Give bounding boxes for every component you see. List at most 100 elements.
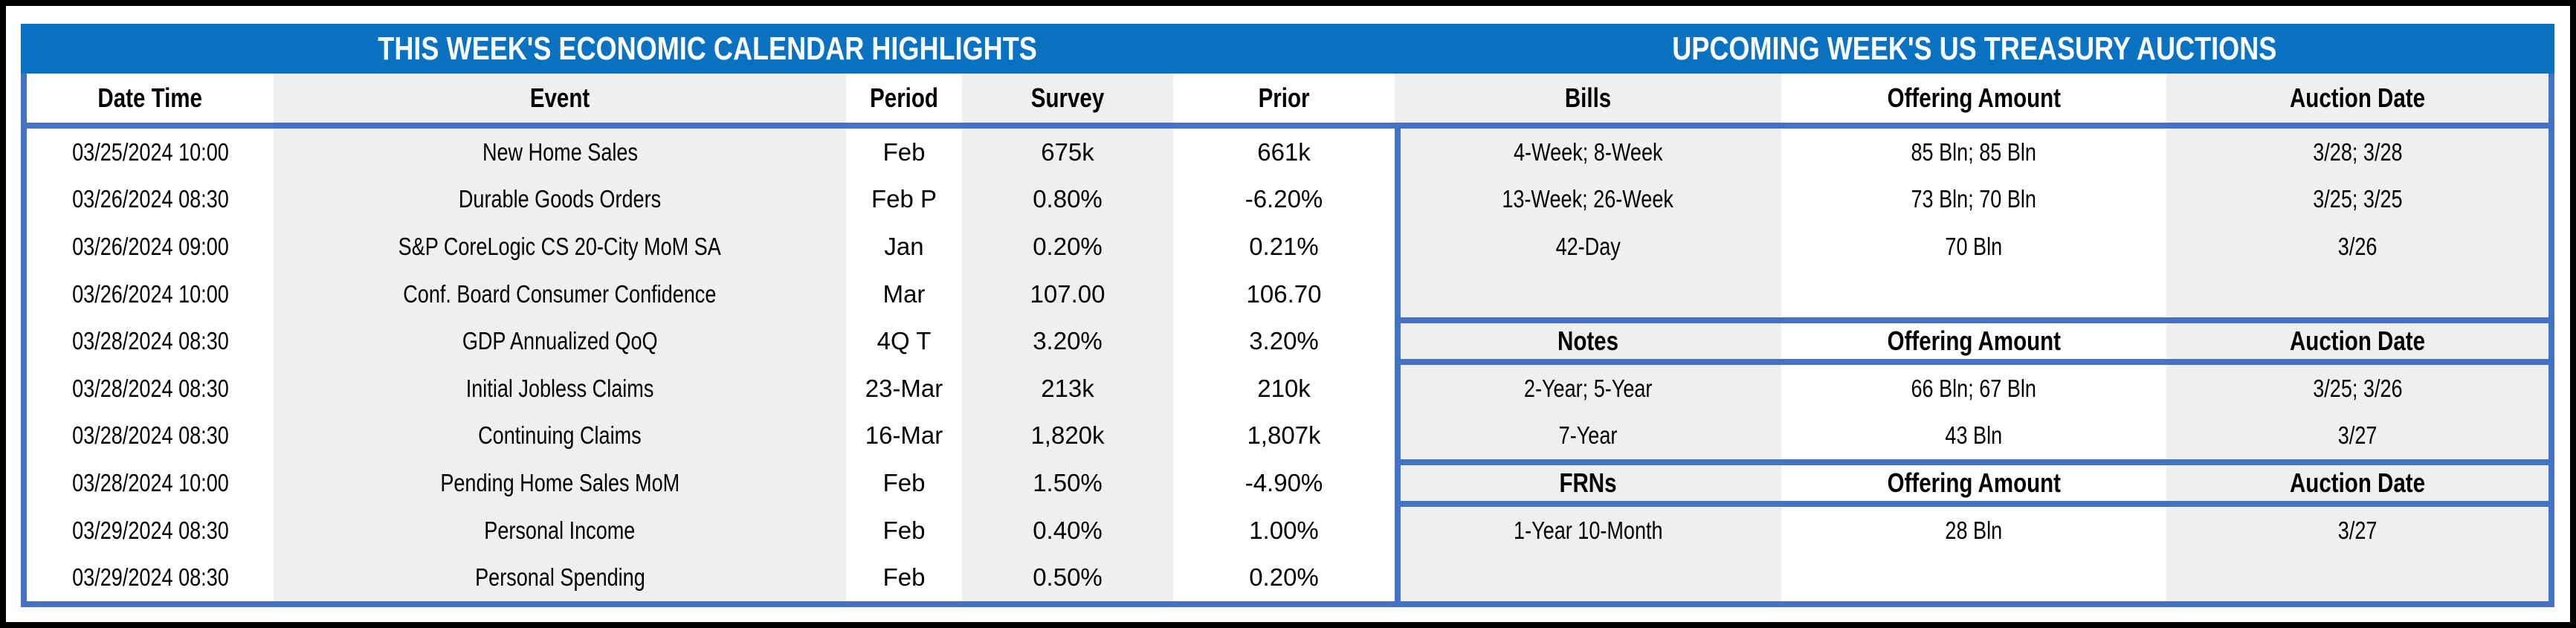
bill-amount-value: 85 Bln; 85 Bln [1911,137,2037,166]
bill-type-value: 4-Week; 8-Week [1513,137,1663,166]
period-value: Mar [882,279,926,308]
frn-type-value: 1-Year 10-Month [1513,516,1663,544]
date-time-value: 03/25/2024 10:00 [71,137,229,166]
survey-value: 3.20% [1033,327,1103,355]
cell-survey: 0.50% [962,554,1173,601]
header-bills: Bills [1395,74,1781,123]
header-prior-label: Prior [1258,82,1310,113]
prior-value: 0.20% [1249,563,1319,592]
header-bills-auction-label: Auction Date [2289,82,2426,113]
header-notes-offering-amount: Offering Amount [1781,317,2166,365]
cell-bill-date: 3/26 [2166,223,2548,271]
cell-survey: 213k [962,364,1173,412]
header-bills-label: Bills [1564,82,1612,113]
cell-event: Continuing Claims [274,412,846,460]
cell-event: S&P CoreLogic CS 20-City MoM SA [274,223,846,271]
cell-prior: -4.90% [1173,459,1395,507]
cell-event: Personal Income [274,506,846,554]
cell-bill-date: 3/28; 3/28 [2166,129,2548,176]
cell-bill-type: 4-Week; 8-Week [1395,129,1781,176]
prior-value: -4.90% [1245,468,1323,496]
date-time-value: 03/29/2024 08:30 [71,516,229,544]
table-divider-line [1395,123,1401,601]
note-amount-value: 66 Bln; 67 Bln [1911,374,2037,402]
cell-period: Feb [846,129,962,176]
prior-value: 106.70 [1246,279,1322,308]
cell-period: Feb [846,554,962,601]
cell-note-amount: 43 Bln [1781,412,2166,460]
survey-value: 0.20% [1033,232,1103,260]
header-notes-auction-date: Auction Date [2166,317,2548,365]
event-value: Pending Home Sales MoM [440,468,679,496]
cell-prior: 1.00% [1173,506,1395,554]
cell-note-type: 7-Year [1395,412,1781,460]
header-notes-auction-label: Auction Date [2289,326,2426,357]
date-time-value: 03/28/2024 08:30 [71,421,229,450]
cell-prior: 210k [1173,364,1395,412]
cell-date-time: 03/29/2024 08:30 [27,506,274,554]
cell-bill-amount: 85 Bln; 85 Bln [1781,129,2166,176]
header-notes-label: Notes [1557,326,1619,357]
header-date-time-label: Date Time [97,82,203,113]
header-survey-label: Survey [1030,82,1105,113]
cell-empty [1395,554,1781,601]
cell-prior: 661k [1173,129,1395,176]
cell-empty [2166,270,2548,318]
cell-event: Pending Home Sales MoM [274,459,846,507]
period-value: 23-Mar [865,374,943,402]
survey-value: 0.50% [1033,563,1103,592]
frn-amount-value: 28 Bln [1945,516,2003,544]
cell-date-time: 03/26/2024 10:00 [27,270,274,318]
cell-empty [1781,554,2166,601]
cell-frn-date: 3/27 [2166,506,2548,554]
note-date-value: 3/25; 3/26 [2312,374,2403,402]
header-survey: Survey [962,74,1173,123]
bill-amount-value: 70 Bln [1945,232,2003,260]
cell-note-date: 3/25; 3/26 [2166,364,2548,412]
prior-value: -6.20% [1245,185,1323,213]
survey-value: 0.80% [1033,185,1103,213]
event-value: Durable Goods Orders [458,185,662,213]
header-period: Period [846,74,962,123]
cell-period: 23-Mar [846,364,962,412]
cell-frn-amount: 28 Bln [1781,506,2166,554]
event-value: S&P CoreLogic CS 20-City MoM SA [398,232,722,260]
cell-period: Jan [846,223,962,271]
header-underline [27,123,2548,129]
cell-period: Feb [846,459,962,507]
period-value: Feb [882,468,926,496]
cell-bill-type: 42-Day [1395,223,1781,271]
cell-date-time: 03/28/2024 08:30 [27,412,274,460]
header-frns-auction-label: Auction Date [2289,467,2426,498]
header-prior: Prior [1173,74,1395,123]
table-body: 03/25/2024 10:00 New Home Sales Feb 675k… [27,129,2548,601]
cell-bill-amount: 73 Bln; 70 Bln [1781,175,2166,224]
cell-event: Durable Goods Orders [274,175,846,224]
cell-period: 16-Mar [846,412,962,460]
survey-value: 675k [1041,137,1094,166]
cell-survey: 0.80% [962,175,1173,224]
table-grid: Date Time Event Period Survey Prior Bill… [21,74,2554,607]
event-value: Conf. Board Consumer Confidence [403,279,717,308]
prior-value: 1.00% [1249,516,1319,544]
cell-date-time: 03/29/2024 08:30 [27,554,274,601]
event-value: GDP Annualized QoQ [462,327,658,355]
cell-survey: 0.20% [962,223,1173,271]
note-amount-value: 43 Bln [1945,421,2003,450]
date-time-value: 03/28/2024 08:30 [71,374,229,402]
cell-date-time: 03/28/2024 08:30 [27,317,274,365]
prior-value: 661k [1257,137,1311,166]
bill-date-value: 3/28; 3/28 [2312,137,2403,166]
calendar-title: THIS WEEK'S ECONOMIC CALENDAR HIGHLIGHTS [21,24,1395,74]
cell-empty [2166,554,2548,601]
cell-date-time: 03/26/2024 09:00 [27,223,274,271]
bill-type-value: 42-Day [1555,232,1621,260]
header-notes: Notes [1395,317,1781,365]
survey-value: 213k [1041,374,1094,402]
cell-prior: 0.20% [1173,554,1395,601]
cell-event: New Home Sales [274,129,846,176]
cell-survey: 1,820k [962,412,1173,460]
cell-period: Mar [846,270,962,318]
cell-survey: 107.00 [962,270,1173,318]
header-bills-offering-label: Offering Amount [1887,82,2061,113]
